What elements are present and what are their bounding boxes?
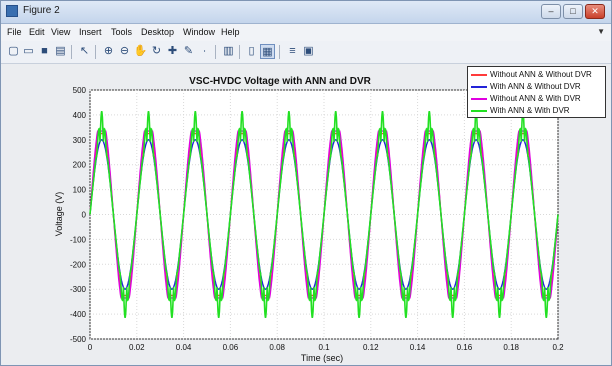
x-tick-label: 0.02 (129, 343, 145, 352)
menu-insert[interactable]: Insert (79, 27, 102, 37)
x-tick-label: 0.04 (176, 343, 192, 352)
link-icon[interactable]: ∙ (202, 45, 207, 57)
y-tick-label: 400 (73, 111, 87, 120)
rotate-icon[interactable]: ↻ (151, 45, 162, 57)
matlab-figure-icon (6, 5, 18, 17)
x-tick-label: 0.06 (223, 343, 239, 352)
y-tick-label: -500 (70, 335, 87, 344)
menu-tools[interactable]: Tools (111, 27, 133, 37)
zoom-in-icon[interactable]: ⊕ (103, 45, 114, 57)
x-tick-label: 0.12 (363, 343, 379, 352)
voltage-plot: 500 400 300 200 100 0 -100 -200 -300 -400 -500 0 0.… (54, 76, 564, 363)
x-axis-label: Time (sec) (301, 353, 343, 363)
legend-label: Without ANN & Without DVR (490, 70, 592, 79)
figure-canvas: 500 400 300 200 100 0 -100 -200 -300 -400 -500 0 0.… (2, 64, 610, 364)
insert-legend-icon[interactable]: ▦ (260, 44, 275, 59)
legend-label: With ANN & With DVR (490, 106, 570, 115)
x-ticks: 0 0.02 0.04 0.06 0.08 0.1 0.12 0.14 0.16 0.18 0.2 (88, 343, 564, 352)
toolbar-separator (95, 45, 96, 59)
new-figure-icon[interactable]: ▢ (8, 45, 19, 57)
x-tick-label: 0.08 (269, 343, 285, 352)
legend-swatch (471, 110, 487, 112)
colorbar-icon[interactable]: ▥ (223, 45, 234, 57)
y-tick-label: 500 (73, 86, 87, 95)
x-tick-label: 0.16 (457, 343, 473, 352)
y-ticks: 500 400 300 200 100 0 -100 -200 -300 -400 -500 (70, 86, 87, 344)
open-file-icon[interactable]: ▭ (23, 45, 34, 57)
x-tick-label: 0 (88, 343, 93, 352)
legend-swatch (471, 86, 487, 88)
series-line (89, 111, 559, 318)
toolbar-separator (279, 45, 280, 59)
zoom-out-icon[interactable]: ⊖ (119, 45, 130, 57)
chart-title: VSC-HVDC Voltage with ANN and DVR (189, 76, 371, 87)
y-tick-label: 100 (73, 186, 87, 195)
figure-toolbar: ▢ ▭ ■ ▤ ↖ ⊕ ⊖ ✋ ↻ ✚ ✎ ∙ ▥ ▯ ▦ ≡ ▣ (1, 41, 611, 64)
x-tick-label: 0.18 (503, 343, 519, 352)
legend-label: With ANN & Without DVR (490, 82, 581, 91)
menu-bar: File Edit View Insert Tools Desktop Wind… (1, 24, 611, 41)
y-tick-label: -300 (70, 285, 87, 294)
menu-window[interactable]: Window (183, 27, 216, 37)
menu-overflow-icon[interactable]: ▼ (597, 27, 605, 36)
toolbar-separator (215, 45, 216, 59)
minimize-button[interactable]: – (541, 4, 561, 19)
close-button[interactable]: ✕ (585, 4, 605, 19)
legend-label: Without ANN & With DVR (490, 94, 581, 103)
y-tick-label: -100 (70, 235, 87, 244)
pointer-icon[interactable]: ↖ (79, 45, 90, 57)
menu-file[interactable]: File (7, 27, 22, 37)
menu-view[interactable]: View (51, 27, 71, 37)
y-tick-label: 0 (82, 211, 87, 220)
toolbar-separator (239, 45, 240, 59)
print-icon[interactable]: ▤ (55, 45, 66, 57)
legend-icon[interactable]: ▯ (248, 45, 255, 57)
menu-edit[interactable]: Edit (29, 27, 45, 37)
y-tick-label: 200 (73, 161, 87, 170)
menu-help[interactable]: Help (221, 27, 240, 37)
maximize-button[interactable]: □ (563, 4, 583, 19)
pan-icon[interactable]: ✋ (133, 45, 148, 57)
data-cursor-icon[interactable]: ✚ (167, 45, 178, 57)
y-tick-label: -400 (70, 310, 87, 319)
legend-swatch (471, 98, 487, 100)
window-title: Figure 2 (23, 5, 60, 16)
x-tick-label: 0.14 (410, 343, 426, 352)
brush-icon[interactable]: ✎ (183, 45, 194, 57)
title-bar: Figure 2 – □ ✕ (1, 1, 611, 24)
show-plot-tools-icon[interactable]: ▣ (303, 45, 314, 57)
y-tick-label: -200 (70, 260, 87, 269)
menu-desktop[interactable]: Desktop (141, 27, 175, 37)
toolbar-separator (71, 45, 72, 59)
y-tick-label: 300 (73, 136, 87, 145)
x-tick-label: 0.1 (318, 343, 330, 352)
hide-plot-tools-icon[interactable]: ≡ (289, 45, 296, 57)
y-axis-label: Voltage (V) (54, 192, 64, 237)
data-series (89, 111, 559, 318)
x-tick-label: 0.2 (552, 343, 564, 352)
legend-swatch (471, 74, 487, 76)
save-icon[interactable]: ■ (41, 45, 48, 57)
legend[interactable]: Without ANN & Without DVR With ANN & Wit… (467, 66, 606, 118)
